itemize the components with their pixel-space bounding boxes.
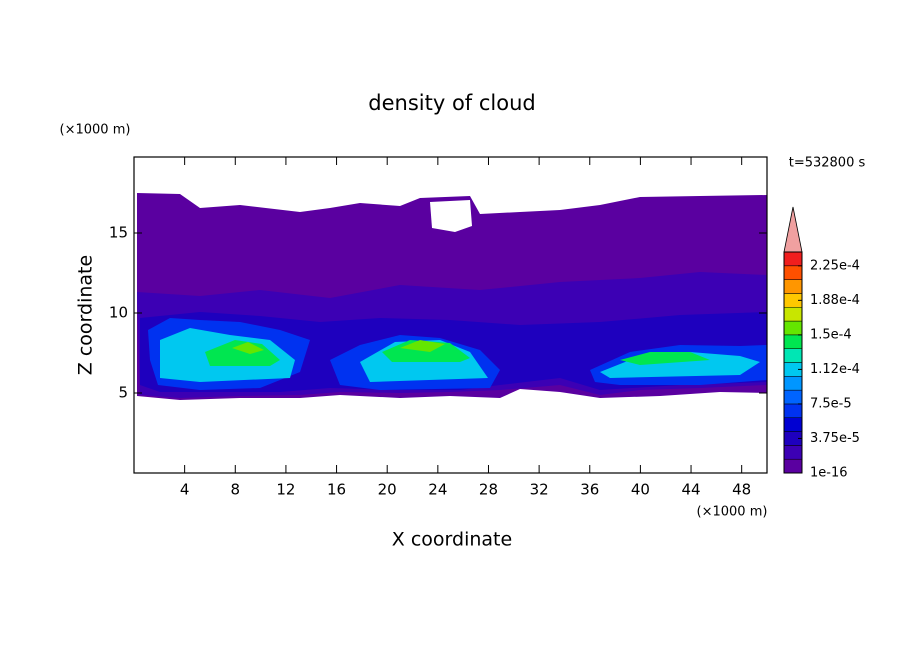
plot-frame xyxy=(133,156,768,474)
colorbar-box xyxy=(783,403,803,418)
x-tick-label: 12 xyxy=(276,481,295,499)
y-axis-label: Z coordinate xyxy=(75,255,97,375)
colorbar-tick-label: 7.5e-5 xyxy=(810,396,852,411)
colorbar-tick-label: 1.88e-4 xyxy=(810,293,860,308)
time-label: t=532800 s xyxy=(789,156,866,171)
x-tick-label: 44 xyxy=(681,481,700,499)
colorbar-frame xyxy=(783,251,803,474)
colorbar-tick-label: 1.5e-4 xyxy=(810,327,852,342)
x-tick-label: 4 xyxy=(180,481,190,499)
y-tick-label: 5 xyxy=(118,384,128,402)
colorbar-tick-label: 2.25e-4 xyxy=(810,258,860,273)
x-tick-label: 16 xyxy=(327,481,346,499)
y-tick-label: 10 xyxy=(109,304,128,322)
x-tick-label: 20 xyxy=(378,481,397,499)
contour-region xyxy=(205,340,710,366)
colorbar-box xyxy=(783,265,803,280)
colorbar-box xyxy=(783,320,803,336)
colorbar-tick-label: 1e-16 xyxy=(810,466,848,481)
contour-hole xyxy=(430,200,472,232)
colorbar-box xyxy=(783,251,803,267)
colorbar-tick-label: 3.75e-5 xyxy=(810,431,860,446)
colorbar-box xyxy=(783,348,803,363)
colorbar-box xyxy=(783,458,803,474)
x-axis-label: X coordinate xyxy=(392,529,512,551)
x-tick-label: 48 xyxy=(732,481,751,499)
colorbar-box xyxy=(783,307,803,322)
x-tick-label: 28 xyxy=(479,481,498,499)
x-tick-label: 36 xyxy=(580,481,599,499)
colorbar-box xyxy=(783,389,803,405)
contour-field xyxy=(137,193,767,400)
colorbar-box xyxy=(783,445,803,460)
y-tick-label: 15 xyxy=(109,224,128,242)
colorbar-box xyxy=(783,376,803,391)
x-tick-label: 40 xyxy=(631,481,650,499)
colorbar-box xyxy=(783,279,803,294)
y-unit: (×1000 m) xyxy=(60,123,131,138)
colorbar-box xyxy=(783,417,803,432)
colorbar-tick-label: 1.12e-4 xyxy=(810,362,860,377)
x-tick-label: 8 xyxy=(231,481,241,499)
x-unit: (×1000 m) xyxy=(697,505,768,520)
contour-region xyxy=(232,340,445,354)
x-tick-label: 24 xyxy=(428,481,447,499)
chart-title: density of cloud xyxy=(368,91,535,115)
x-tick-label: 32 xyxy=(530,481,549,499)
colorbar-box xyxy=(783,334,803,349)
